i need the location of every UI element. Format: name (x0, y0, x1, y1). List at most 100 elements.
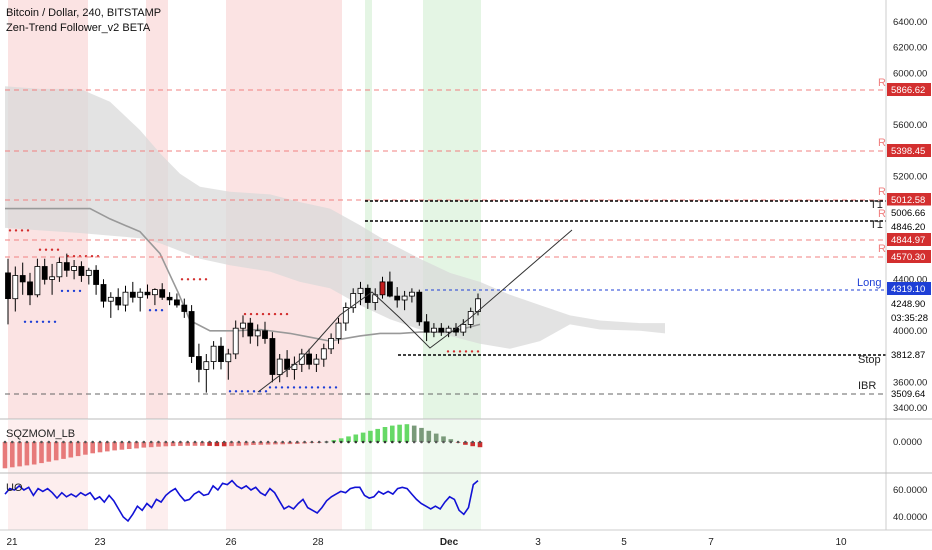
level-badge (887, 233, 931, 246)
signal-dot (8, 229, 12, 232)
level-tag: R (878, 137, 886, 149)
momentum-bar (61, 442, 66, 459)
signal-dot (274, 386, 278, 389)
candle-body (430, 327, 437, 333)
squeeze-dot (449, 440, 453, 444)
level-badge (886, 205, 932, 220)
momentum-bar (419, 427, 424, 442)
signal-dot (60, 289, 64, 293)
momentum-bar (105, 442, 110, 452)
momentum-bar (477, 442, 483, 448)
signal-dot (78, 289, 82, 293)
level-tag: R (878, 186, 886, 198)
momentum-bar (441, 436, 446, 442)
momentum-bar (338, 438, 344, 443)
price-tick-label: 4000.00 (893, 326, 927, 337)
signal-dot (90, 255, 94, 258)
squeeze-dot (383, 440, 387, 444)
momentum-bar (53, 442, 59, 461)
momentum-bar (112, 442, 117, 451)
candle-body (19, 275, 26, 283)
signal-dot (470, 350, 474, 353)
signal-dot (198, 278, 202, 281)
signal-dot (228, 390, 232, 393)
signal-dot (322, 386, 326, 389)
level-badge (886, 296, 932, 311)
momentum-bar (97, 442, 103, 453)
drawn-trendline[interactable] (257, 229, 573, 393)
signal-dot (66, 289, 70, 293)
momentum-tick-label: 0.0000 (893, 437, 922, 448)
candle-body (93, 269, 99, 285)
signal-dot (446, 350, 450, 353)
candle-body (115, 296, 122, 306)
momentum-bar (382, 427, 388, 442)
signal-dot (192, 278, 196, 281)
uo-line (4, 479, 479, 523)
squeeze-dot (398, 440, 401, 444)
squeeze-dot (113, 440, 116, 444)
momentum-bar (368, 430, 373, 443)
squeeze-dot (252, 440, 255, 444)
level-tag: R (878, 77, 886, 89)
squeeze-dot (478, 440, 482, 444)
signal-dot (154, 309, 158, 312)
momentum-bar (134, 442, 139, 449)
squeeze-dot (11, 440, 14, 444)
squeeze-dot (62, 440, 65, 444)
signal-dot (249, 312, 253, 316)
squeeze-dot (149, 440, 153, 444)
candlesticks (5, 253, 481, 393)
session-zone (365, 420, 372, 530)
session-zone (423, 420, 481, 530)
uo-tick-label: 60.0000 (893, 485, 927, 496)
signal-dot (292, 386, 296, 389)
level-tag: R (878, 243, 886, 255)
price-tick-label: 5200.00 (893, 171, 927, 182)
squeeze-dot (427, 440, 431, 444)
candle-body (151, 289, 158, 296)
signal-dot (240, 390, 244, 393)
signal-dot (334, 386, 338, 389)
candle-body (386, 281, 393, 297)
momentum-bar (251, 442, 256, 445)
level-tag: R (878, 208, 886, 220)
squeeze-dot (230, 440, 233, 444)
candle-body (438, 327, 445, 333)
signal-dot (29, 320, 33, 323)
candle-body (328, 338, 335, 350)
signal-dot (285, 312, 289, 316)
squeeze-dot (266, 440, 270, 444)
momentum-bar (404, 424, 410, 442)
squeeze-dot (296, 440, 299, 444)
squeeze-dot (3, 440, 7, 444)
squeeze-dot (54, 440, 58, 444)
momentum-bar (411, 425, 417, 442)
time-axis[interactable]: 21 23 26 28 Dec 3 5 7 10 (6, 537, 847, 548)
squeeze-dot (208, 440, 211, 444)
time-tick-label: Dec (440, 537, 459, 548)
level-badge-text: 4570.30 (891, 252, 925, 263)
level-badge (887, 144, 931, 157)
squeeze-dot (339, 440, 343, 444)
momentum-bar (265, 442, 271, 445)
signal-dot (458, 350, 462, 353)
candle-body (254, 330, 261, 337)
momentum-bar (353, 434, 359, 442)
momentum-bar (192, 442, 198, 446)
signal-dot (252, 390, 256, 393)
candle-body (298, 353, 305, 365)
signal-dot (26, 229, 30, 232)
candle-body (240, 322, 246, 329)
signal-dot (35, 320, 39, 323)
sqzmom-axis: 0.0000 (893, 437, 922, 448)
candle-body (460, 323, 467, 333)
candle-body (232, 327, 239, 355)
squeeze-dot (412, 440, 416, 444)
candle-body (306, 353, 313, 365)
squeeze-dot (215, 440, 219, 444)
squeeze-dot (434, 440, 438, 444)
momentum-bar (24, 442, 30, 466)
squeeze-dot (405, 440, 409, 444)
